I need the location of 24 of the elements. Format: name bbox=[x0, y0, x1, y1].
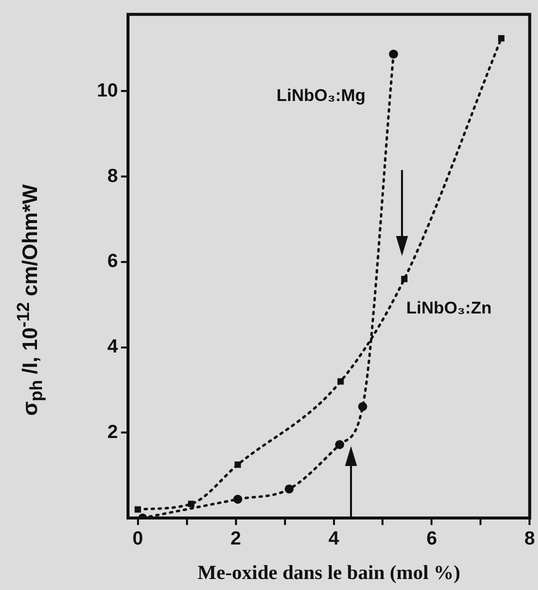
y-tick-label: 8 bbox=[107, 166, 118, 187]
x-tick-label: 0 bbox=[132, 528, 144, 550]
x-tick-label: 2 bbox=[230, 528, 242, 550]
point bbox=[498, 35, 504, 42]
x-tick-label: 8 bbox=[524, 528, 536, 550]
x-tick-label: 6 bbox=[426, 528, 438, 550]
point bbox=[337, 378, 344, 385]
point bbox=[358, 402, 368, 412]
point bbox=[233, 494, 242, 504]
x-tick-label: 4 bbox=[328, 528, 340, 550]
point bbox=[401, 276, 408, 282]
y-tick-label: 4 bbox=[107, 336, 118, 358]
point bbox=[134, 506, 141, 513]
point bbox=[284, 484, 294, 494]
point bbox=[188, 500, 194, 508]
y-tick-label: 10 bbox=[96, 80, 118, 102]
point bbox=[335, 440, 344, 450]
series-label: LiNbO₃:Zn bbox=[406, 298, 492, 318]
series-label: LiNbO₃:Mg bbox=[276, 86, 366, 105]
y-tick-label: 2 bbox=[107, 422, 118, 443]
point bbox=[234, 461, 241, 468]
x-axis-title: Me-oxide dans le bain (mol %) bbox=[197, 562, 460, 584]
point bbox=[389, 50, 398, 59]
y-tick-label: 6 bbox=[107, 251, 118, 272]
